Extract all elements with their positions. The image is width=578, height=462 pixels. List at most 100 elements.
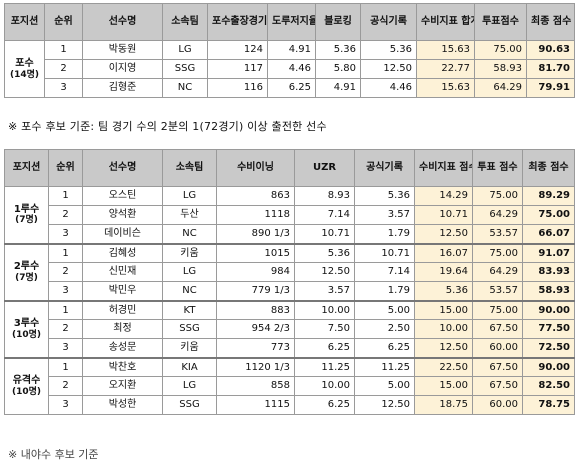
defense-score: 14.29 [414,186,473,206]
rank: 1 [48,300,83,320]
col-defense-score: 수비지표 점수 합계 [414,149,473,187]
player-name: 최정 [82,319,163,339]
team: SSG [162,59,208,79]
uzr: 3.57 [294,281,355,301]
player-name: 송성문 [82,338,163,358]
table-row: 2루수 (7명) 1 김혜성 키움 1015 5.36 10.71 16.07 75.00 91.0… [4,243,575,301]
defense-score: 5.36 [414,281,473,301]
col-blocking: 블로킹 [315,3,361,41]
official-record: 1.79 [354,224,415,244]
defense-score: 18.75 [414,395,473,415]
table-row: 2 신민재 LG 984 12.50 7.14 19.64 64.29 83.93 [5,262,575,282]
position-name: 3루수 [13,318,40,330]
defense-score: 12.50 [414,224,473,244]
vote-score: 67.50 [472,319,523,339]
player-name: 이지영 [82,59,163,79]
defense-score: 10.71 [414,205,473,225]
final-score: 90.00 [522,300,575,320]
position-name: 포수 [15,58,34,70]
defense-score: 16.07 [414,243,473,263]
col-vote: 투표 점수 [472,149,523,187]
official-record: 11.25 [354,357,415,377]
vote-score: 60.00 [472,338,523,358]
final-score: 83.93 [522,262,575,282]
official-record: 5.36 [354,186,415,206]
vote-score: 75.00 [472,186,523,206]
player-name: 박찬호 [82,357,163,377]
defense-score: 22.77 [416,59,475,79]
vote-score: 60.00 [472,395,523,415]
rank: 3 [48,338,83,358]
table-row: 2 최정 SSG 954 2/3 7.50 2.50 10.00 67.50 77.50 [5,319,575,339]
final-score: 79.91 [526,78,575,98]
team: SSG [162,395,217,415]
team: LG [162,262,217,282]
final-score: 81.70 [526,59,575,79]
position-count: (7명) [15,272,38,283]
rank: 1 [48,186,83,206]
catcher-header-row: 포지션 순위 선수명 소속팀 포수출장경기수 도루저지율 블로킹 공식기록 수비… [4,3,575,41]
team: 키움 [162,338,217,358]
table-row: 3 김형준 NC 116 6.25 4.91 4.46 15.63 64.29 79.91 [5,78,575,98]
defense-innings: 1115 [216,395,295,415]
vote-score: 67.50 [472,376,523,396]
player-name: 박민우 [82,281,163,301]
catcher-criteria-note: ※ 포수 후보 기준: 팀 경기 수의 2분의 1(72경기) 이상 출전한 선… [8,120,327,133]
position-name: 2루수 [13,261,40,273]
col-uzr: UZR [294,149,355,187]
defense-score: 15.00 [414,300,473,320]
table-row: 3 박민우 NC 779 1/3 3.57 1.79 5.36 53.57 58.93 [5,281,575,301]
caught-stealing: 4.91 [267,40,316,60]
rank: 1 [44,40,83,60]
player-name: 양석환 [82,205,163,225]
player-name: 박성한 [82,395,163,415]
defense-innings: 890 1/3 [216,224,295,244]
official-record: 1.79 [354,281,415,301]
vote-score: 64.29 [472,262,523,282]
uzr: 10.00 [294,376,355,396]
blocking: 4.91 [315,78,361,98]
col-final: 최종 점수 [526,3,575,41]
uzr: 5.36 [294,243,355,263]
col-team: 소속팀 [162,149,217,187]
final-score: 58.93 [522,281,575,301]
final-score: 90.00 [522,357,575,377]
table-row: 1루수 (7명) 1 오스틴 LG 863 8.93 5.36 14.29 75.00 89.29 [4,186,575,244]
defense-score: 22.50 [414,357,473,377]
defense-innings: 984 [216,262,295,282]
uzr: 8.93 [294,186,355,206]
col-player: 선수명 [82,149,163,187]
final-score: 82.50 [522,376,575,396]
games: 124 [207,40,268,60]
position-name: 1루수 [13,203,40,215]
final-score: 90.63 [526,40,575,60]
col-caught-stealing: 도루저지율 [267,3,316,41]
vote-score: 67.50 [472,357,523,377]
vote-score: 53.57 [472,281,523,301]
table-row: 3 데이비슨 NC 890 1/3 10.71 1.79 12.50 53.57 66.07 [5,224,575,244]
defense-innings: 1015 [216,243,295,263]
official-record: 7.14 [354,262,415,282]
table-row: 2 이지영 SSG 117 4.46 5.80 12.50 22.77 58.93 81.70 [5,59,575,79]
position-name: 유격수 [12,375,41,387]
rank: 1 [48,243,83,263]
rank: 3 [48,395,83,415]
player-name: 오스틴 [82,186,163,206]
rank: 1 [48,357,83,377]
position-count: (7명) [15,215,38,226]
col-games: 포수출장경기수 [207,3,268,41]
official-record: 10.71 [354,243,415,263]
uzr: 11.25 [294,357,355,377]
col-vote: 투표점수 [474,3,527,41]
player-name: 박동원 [82,40,163,60]
player-name: 김혜성 [82,243,163,263]
official-record: 4.46 [360,78,417,98]
team: NC [162,224,217,244]
uzr: 7.50 [294,319,355,339]
col-defense-score: 수비지표 합계 점수 [416,3,475,41]
final-score: 77.50 [522,319,575,339]
caught-stealing: 4.46 [267,59,316,79]
final-score: 78.75 [522,395,575,415]
defense-score: 15.63 [416,40,475,60]
vote-score: 75.00 [472,300,523,320]
